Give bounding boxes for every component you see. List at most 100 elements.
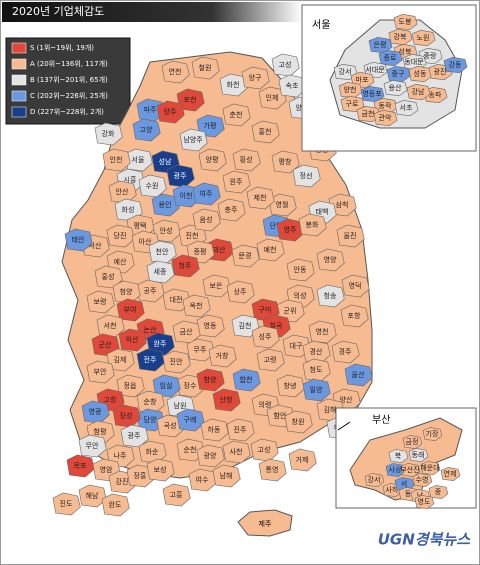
region-label: 고령 — [264, 356, 277, 364]
district-label: 해운대 — [420, 463, 439, 472]
region-label: 여주 — [200, 189, 213, 198]
region-label: 통영 — [266, 465, 279, 474]
region-area — [138, 440, 167, 464]
region-label: 구미 — [259, 305, 272, 314]
district-label: 영등포 — [362, 89, 382, 98]
region-label: 양평 — [206, 155, 219, 164]
region-label: 성남 — [159, 157, 172, 166]
region-label: 화천 — [227, 80, 240, 89]
region-label: 진천 — [186, 231, 199, 240]
region-area — [251, 120, 280, 144]
district-label: 동 — [405, 490, 412, 498]
pointer — [337, 421, 351, 431]
region-area — [222, 103, 251, 127]
legend-label: A (20위~136위, 117개) — [30, 59, 108, 68]
region-label: 예천 — [264, 245, 277, 254]
region-label: 나주 — [114, 451, 127, 460]
region-label: 예산 — [114, 257, 127, 266]
region-label: 홍성 — [102, 272, 115, 281]
district-label: 송파 — [429, 90, 442, 99]
region-area — [232, 148, 261, 172]
district-area — [340, 95, 365, 113]
region-label: 삼척 — [336, 200, 349, 209]
region-area — [161, 60, 190, 84]
region-area — [114, 198, 143, 222]
region-label: 창녕 — [284, 382, 297, 390]
region-area — [86, 290, 115, 314]
district-label: 강서 — [368, 475, 381, 484]
region-label: 서울 — [132, 155, 145, 164]
district-area — [412, 473, 433, 487]
district-label: 양천 — [344, 85, 357, 94]
region-label: 군산 — [99, 340, 112, 349]
region-area — [120, 424, 149, 448]
region-area — [340, 304, 369, 328]
region-label: 양구 — [249, 74, 262, 82]
region-label: 철원 — [199, 63, 212, 72]
region-label: 합천 — [240, 375, 253, 384]
region-label: 김천 — [239, 321, 252, 330]
region-label: 부여 — [124, 305, 137, 314]
region-label: 완주 — [154, 340, 167, 348]
district-area — [364, 473, 385, 487]
district-label: 기장 — [426, 429, 439, 438]
legend-swatch — [11, 42, 27, 54]
region-label: 경산 — [310, 347, 323, 356]
region-label: 대전 — [170, 295, 183, 304]
region-label: 괴산 — [213, 245, 226, 254]
legend: S (1위~19위, 19개) A (20위~136위, 117개) B (137위… — [5, 37, 131, 125]
region-label: 세종 — [154, 267, 167, 276]
region-label: 함양 — [204, 375, 217, 384]
region-area — [136, 390, 165, 414]
district-label: 남 — [417, 491, 424, 500]
region-area — [156, 100, 185, 124]
region-label: 춘천 — [230, 110, 243, 119]
region-label: 울진 — [344, 231, 357, 240]
district-label: 성동 — [414, 69, 427, 78]
region-label: 경주 — [339, 347, 352, 356]
district-label: 동래 — [412, 450, 425, 459]
region-area — [226, 418, 255, 442]
legend-swatch — [11, 106, 27, 118]
region-area — [132, 118, 161, 142]
district-area — [408, 448, 429, 462]
region-label: 시흥 — [124, 175, 137, 184]
region-label: 울산 — [352, 370, 365, 379]
region-label: 음성 — [200, 215, 213, 224]
region-area — [251, 325, 280, 349]
region-label: 안성 — [160, 226, 173, 235]
region-label: 공주 — [144, 287, 157, 295]
legend-box — [5, 37, 131, 125]
district-area — [394, 99, 419, 117]
district-label: 강서 — [339, 67, 352, 76]
district-label: 구로 — [346, 100, 359, 108]
region-label: 포항 — [348, 311, 361, 320]
region-label: 평택 — [134, 221, 147, 230]
region-area — [302, 378, 331, 402]
region-label: 태안 — [72, 235, 85, 244]
region-label: 순천 — [184, 445, 197, 454]
district-area — [400, 463, 421, 477]
region-area — [138, 174, 167, 198]
seoul-title: 서울 — [312, 19, 330, 31]
region-label: 평창 — [279, 157, 292, 166]
district-label: 수영 — [416, 475, 429, 484]
region-area — [172, 320, 201, 344]
region-label: 김해 — [324, 405, 337, 414]
region-label: 정읍 — [124, 381, 137, 390]
region-label: 가평 — [204, 121, 217, 130]
region-area — [292, 164, 321, 188]
legend-label: S (1위~19위, 19개) — [30, 43, 94, 52]
region-area — [196, 368, 225, 392]
region-label: 파주 — [144, 105, 157, 114]
district-area — [394, 477, 415, 491]
title-bar — [2, 2, 302, 22]
region-area — [256, 348, 285, 372]
region-label: 아산 — [139, 237, 152, 246]
region-area — [271, 150, 300, 174]
district-label: 서초 — [400, 103, 413, 112]
region-label: 익산 — [126, 335, 139, 344]
region-label: 영암 — [100, 465, 113, 474]
region-label: 서천 — [104, 321, 117, 330]
region-area — [250, 438, 279, 462]
